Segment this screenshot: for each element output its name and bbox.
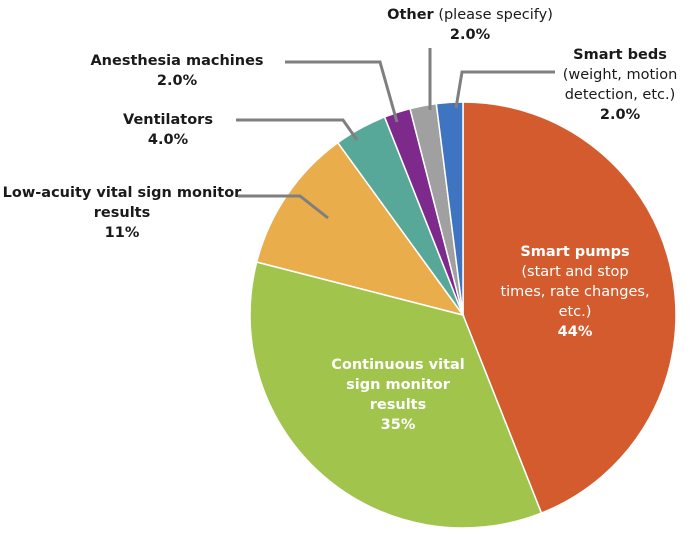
leader-line xyxy=(238,194,329,220)
value-label: 2.0% xyxy=(599,107,641,123)
slice-label: Ventilators 4.0% xyxy=(68,110,268,150)
value-label: 2.0% xyxy=(449,27,491,43)
pie-slice xyxy=(462,101,677,515)
pie-slice xyxy=(249,261,543,529)
category-note: (start and stop times, rate changes, etc… xyxy=(500,264,650,320)
leader-line xyxy=(285,60,399,123)
category-name: Low-acuity vital sign monitor results xyxy=(2,185,242,221)
slice-label: Continuous vital sign monitor results 35% xyxy=(318,355,478,435)
category-name: Anesthesia machines xyxy=(90,53,264,69)
category-name: Ventilators xyxy=(123,112,213,128)
category-note: (weight, motion detection, etc.) xyxy=(562,67,678,103)
category-name: Smart pumps xyxy=(520,244,630,260)
slice-label: Smart beds (weight, motion detection, etc… xyxy=(540,45,700,125)
leader-line xyxy=(454,70,555,109)
category-note: (please specify) xyxy=(438,7,553,23)
slice-label: Anesthesia machines 2.0% xyxy=(62,51,292,91)
value-label: 44% xyxy=(557,324,593,340)
slice-label: Smart pumps (start and stop times, rate c… xyxy=(500,242,650,342)
leader-line xyxy=(236,118,359,141)
slice-label: Low-acuity vital sign monitor results 11% xyxy=(2,183,242,243)
slice-label: Other (please specify) 2.0% xyxy=(340,5,600,45)
value-label: 11% xyxy=(104,225,140,241)
value-label: 4.0% xyxy=(147,132,189,148)
category-name: Continuous vital sign monitor results xyxy=(331,357,465,413)
pie-slice xyxy=(435,101,464,316)
category-name: Smart beds xyxy=(573,47,667,63)
category-name: Other xyxy=(387,7,434,23)
value-label: 2.0% xyxy=(156,73,198,89)
value-label: 35% xyxy=(380,417,416,433)
